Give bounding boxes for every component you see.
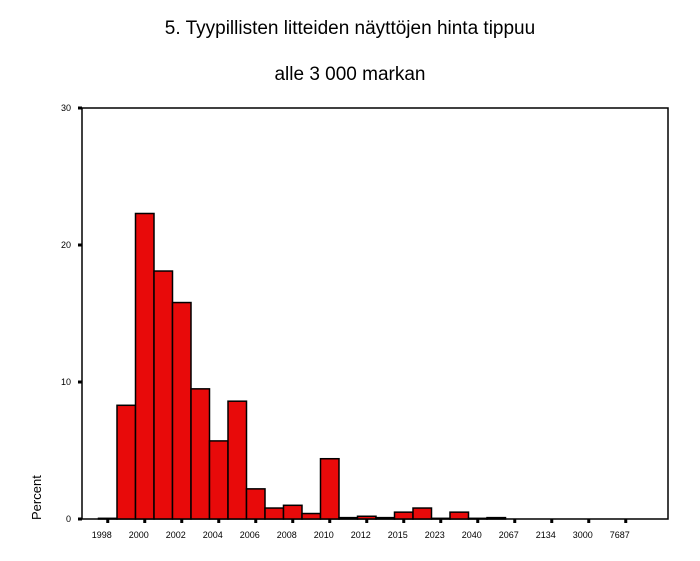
x-tick-label: 2000	[129, 530, 149, 540]
bar	[375, 516, 396, 520]
y-axis-label: Percent	[29, 475, 44, 520]
y-axis: 0 10 20 30	[61, 103, 82, 524]
bar	[153, 270, 174, 520]
bar	[356, 515, 377, 520]
x-tick-label: 2008	[277, 530, 297, 540]
bar	[208, 440, 229, 520]
x-tick-label: 3000	[573, 530, 593, 540]
bar	[190, 388, 211, 520]
x-tick-label: 2004	[203, 530, 223, 540]
bar	[264, 507, 285, 520]
bar	[338, 516, 359, 520]
bar	[393, 511, 414, 520]
bar	[412, 507, 433, 520]
bar	[430, 517, 451, 520]
bar	[449, 511, 470, 520]
x-tick-label: 2012	[351, 530, 371, 540]
bar	[282, 504, 303, 520]
bar	[116, 404, 137, 520]
x-tick-label: 2023	[425, 530, 445, 540]
bar	[301, 512, 322, 520]
x-tick-label: 2015	[388, 530, 408, 540]
chart-title-line-1: 5. Tyypillisten litteiden näyttöjen hint…	[164, 18, 536, 39]
y-tick-label: 10	[61, 377, 71, 387]
bar	[171, 301, 192, 520]
x-tick-label: 2067	[499, 530, 519, 540]
bar	[467, 517, 488, 520]
bar	[486, 516, 507, 520]
x-tick-label: 1998	[92, 530, 112, 540]
x-tick-label: 2006	[240, 530, 260, 540]
x-tick-label: 2002	[166, 530, 186, 540]
chart-title-line-2: alle 3 000 markan	[274, 64, 426, 85]
bar	[227, 400, 248, 520]
bar	[134, 212, 155, 520]
y-tick-label: 0	[66, 514, 71, 524]
y-tick-label: 30	[61, 103, 71, 113]
x-tick-label: 2010	[314, 530, 334, 540]
bar	[245, 488, 266, 520]
x-tick-label: 2134	[536, 530, 556, 540]
bar	[319, 457, 340, 520]
bar	[97, 517, 118, 520]
x-axis: 1998 2000 2002 2004 2006 2008 2010 2012 2015 2023…	[92, 519, 630, 540]
x-tick-label: 7687	[610, 530, 630, 540]
bar-series	[97, 212, 507, 520]
x-tick-label: 2040	[462, 530, 482, 540]
y-tick-label: 20	[61, 240, 71, 250]
